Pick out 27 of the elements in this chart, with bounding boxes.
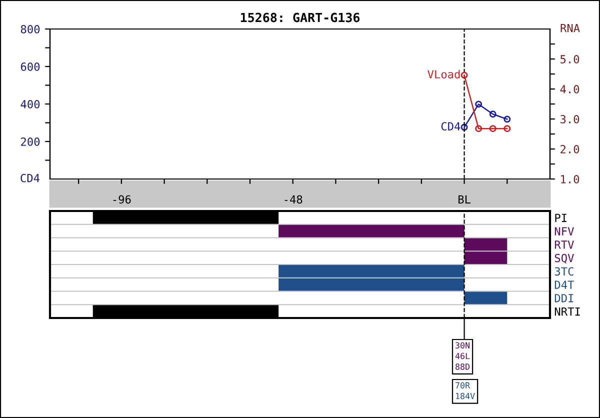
text: 70R 184V bbox=[456, 382, 475, 400]
y2-tick-label: 2.0 bbox=[560, 145, 580, 154]
y-axis-title: CD4 bbox=[20, 174, 40, 182]
y-tick-label: RTV bbox=[554, 240, 574, 249]
y-tick-label: 400 bbox=[20, 100, 40, 108]
y-tick-label: NRTI bbox=[554, 307, 580, 316]
series-label: CD4 bbox=[441, 122, 460, 131]
y-tick-label: 600 bbox=[20, 62, 40, 71]
y-tick-label: SQV bbox=[554, 254, 574, 264]
y-tick-label: NFV bbox=[554, 227, 574, 236]
y-tick-label: D4T bbox=[554, 280, 574, 289]
y-tick-label: 3TC bbox=[554, 267, 574, 276]
y2-tick-label: 3.0 bbox=[560, 115, 580, 124]
y-tick-label: PI bbox=[555, 214, 566, 222]
x-tick-label: BL bbox=[458, 195, 470, 204]
y2-tick-label: 4.0 bbox=[560, 85, 580, 94]
y2-axis-title: RNA bbox=[560, 24, 580, 32]
y2-tick-label: 1.0 bbox=[561, 175, 580, 184]
x-tick-label: -96 bbox=[113, 195, 131, 204]
y-tick-label: 200 bbox=[21, 138, 40, 146]
text: 30N 46L 88D bbox=[455, 342, 470, 370]
y-tick-label: DDI bbox=[554, 294, 574, 302]
y2-tick-label: 5.0 bbox=[560, 55, 580, 64]
chart-title: 15268: GART-G136 bbox=[240, 12, 360, 22]
y-tick-label: 800 bbox=[20, 25, 40, 34]
series-label: VLoad bbox=[428, 70, 460, 78]
x-tick-label: -48 bbox=[284, 195, 302, 204]
